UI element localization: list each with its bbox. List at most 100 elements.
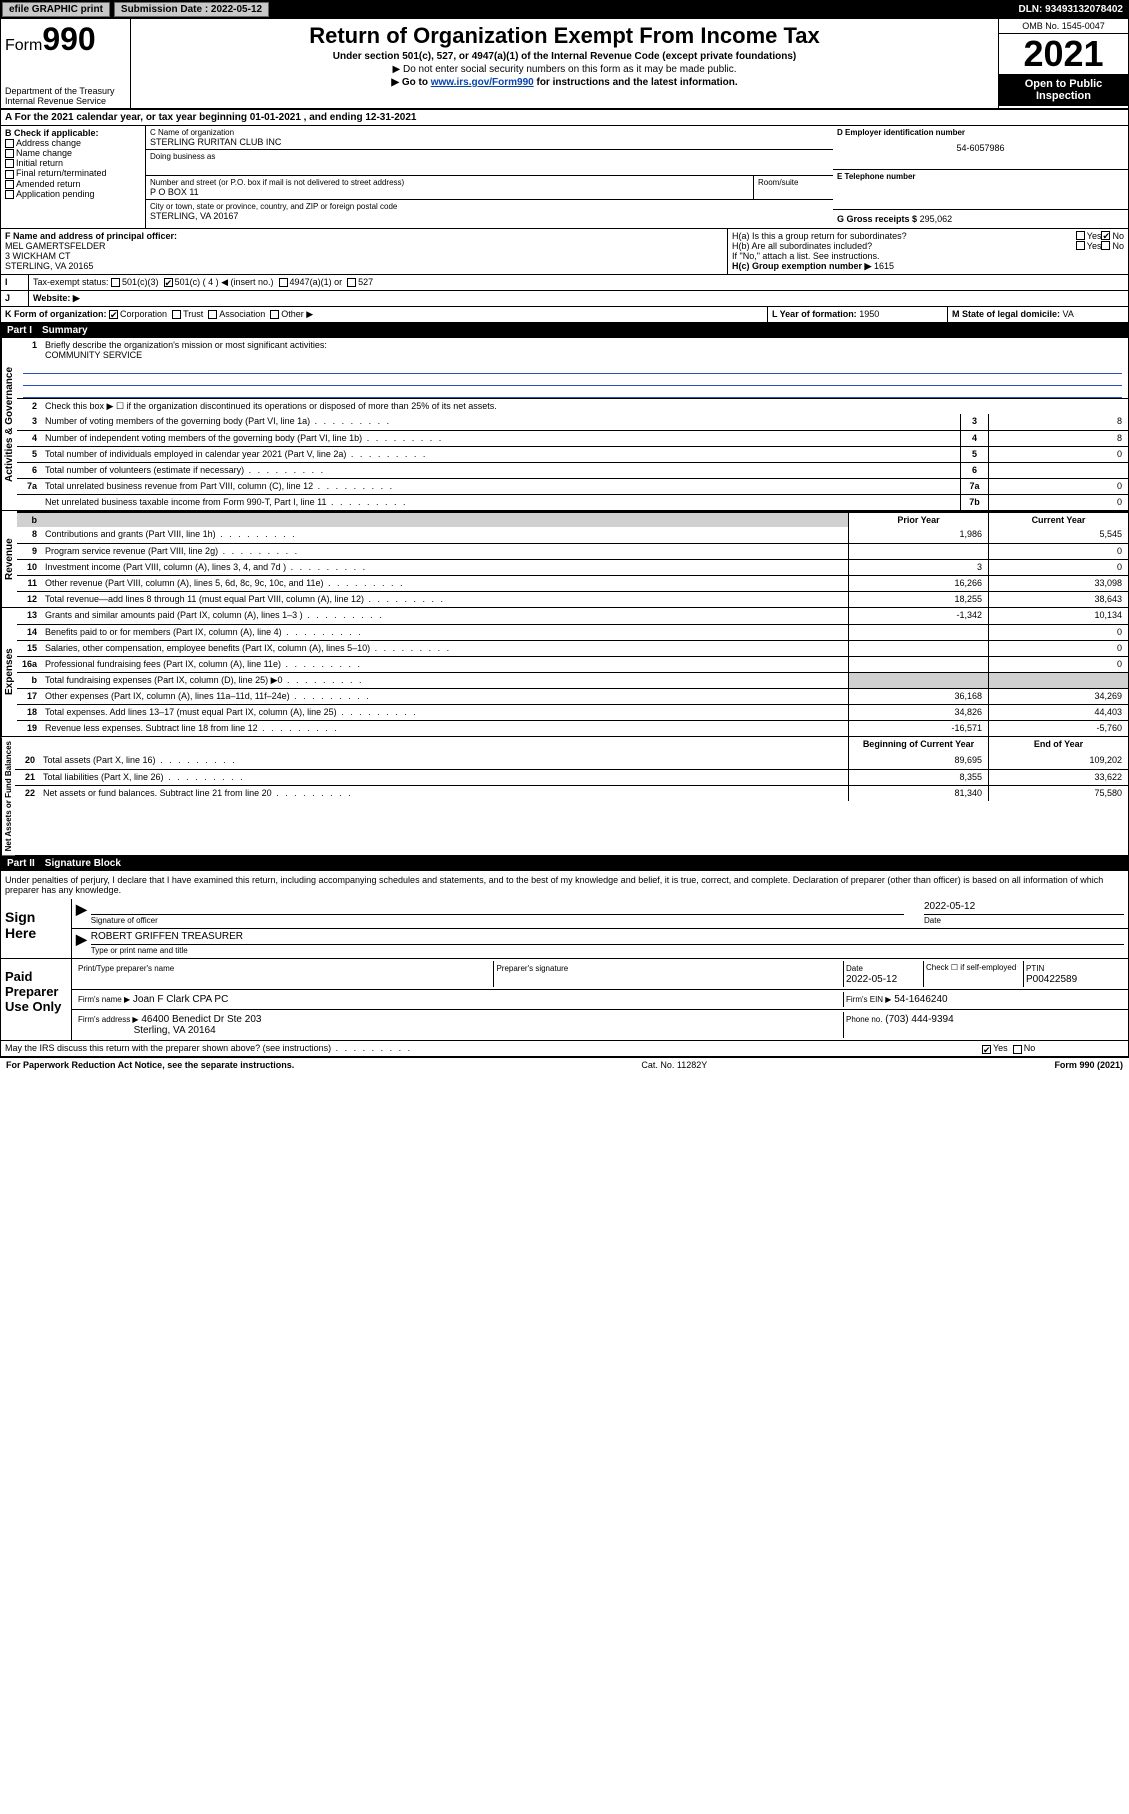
header-mid: Return of Organization Exempt From Incom… bbox=[131, 19, 998, 108]
part-ii-num: Part II bbox=[7, 858, 35, 869]
form-subtitle: Under section 501(c), 527, or 4947(a)(1)… bbox=[135, 51, 994, 62]
efile-print-button[interactable]: efile GRAPHIC print bbox=[2, 2, 110, 17]
line-box: 3 bbox=[960, 414, 988, 430]
hc-value: 1615 bbox=[874, 261, 894, 271]
prior-value: 81,340 bbox=[848, 786, 988, 801]
prep-name-label: Print/Type preparer's name bbox=[78, 964, 174, 973]
form-990-page: Form990 Department of the Treasury Inter… bbox=[0, 18, 1129, 1058]
cb-amended: Amended return bbox=[5, 179, 141, 189]
current-year-header: Current Year bbox=[988, 513, 1128, 527]
line-value: 8 bbox=[988, 414, 1128, 430]
net-side-label: Net Assets or Fund Balances bbox=[1, 737, 15, 855]
klm-row: K Form of organization: Corporation Trus… bbox=[1, 307, 1128, 323]
netassets-section: Net Assets or Fund Balances Beginning of… bbox=[1, 737, 1128, 856]
summary-line: 14 Benefits paid to or for members (Part… bbox=[17, 624, 1128, 640]
dba-label: Doing business as bbox=[150, 152, 829, 161]
discuss-row: May the IRS discuss this return with the… bbox=[1, 1041, 1128, 1056]
line-text: Net unrelated business taxable income fr… bbox=[41, 495, 960, 510]
line-text: Total revenue—add lines 8 through 11 (mu… bbox=[41, 592, 848, 607]
sign-here-block: Sign Here ▶ Signature of officer 2022-05… bbox=[1, 899, 1128, 959]
arrow-icon: ▶ bbox=[76, 901, 87, 926]
summary-line: 19 Revenue less expenses. Subtract line … bbox=[17, 720, 1128, 736]
current-value: 75,580 bbox=[988, 786, 1128, 801]
firm-phone: (703) 444-9394 bbox=[885, 1014, 953, 1025]
summary-line: 8 Contributions and grants (Part VIII, l… bbox=[17, 527, 1128, 543]
prior-value: 16,266 bbox=[848, 576, 988, 591]
rev-side-label: Revenue bbox=[1, 511, 17, 607]
begin-year-header: Beginning of Current Year bbox=[848, 737, 988, 753]
city-value: STERLING, VA 20167 bbox=[150, 211, 829, 221]
line-value: 0 bbox=[988, 495, 1128, 510]
note-pre: ▶ Go to bbox=[391, 77, 430, 88]
declaration-text: Under penalties of perjury, I declare th… bbox=[1, 871, 1128, 899]
website-row: J Website: ▶ bbox=[1, 291, 1128, 307]
summary-line: 10 Investment income (Part VIII, column … bbox=[17, 559, 1128, 575]
line-box: 5 bbox=[960, 447, 988, 462]
summary-line: 6 Total number of volunteers (estimate i… bbox=[17, 462, 1128, 478]
prior-value: 36,168 bbox=[848, 689, 988, 704]
line-box: 7b bbox=[960, 495, 988, 510]
summary-line: 18 Total expenses. Add lines 13–17 (must… bbox=[17, 704, 1128, 720]
current-value: 5,545 bbox=[988, 527, 1128, 543]
summary-line: 9 Program service revenue (Part VIII, li… bbox=[17, 543, 1128, 559]
line-box: 4 bbox=[960, 431, 988, 446]
firm-addr2: Sterling, VA 20164 bbox=[134, 1025, 216, 1036]
prior-value: 18,255 bbox=[848, 592, 988, 607]
officer-name: MEL GAMERTSFELDER bbox=[5, 241, 723, 251]
irs-form990-link[interactable]: www.irs.gov/Form990 bbox=[431, 77, 534, 88]
cb-pending: Application pending bbox=[5, 189, 141, 199]
mission-line-rule bbox=[23, 374, 1122, 386]
line-text: Grants and similar amounts paid (Part IX… bbox=[41, 608, 848, 624]
governance-section: Activities & Governance 1Briefly describ… bbox=[1, 338, 1128, 511]
prior-value bbox=[848, 641, 988, 656]
box-h: H(a) Is this a group return for subordin… bbox=[728, 229, 1128, 274]
box-k: K Form of organization: Corporation Trus… bbox=[1, 307, 768, 322]
box-b: B Check if applicable: Address change Na… bbox=[1, 126, 146, 228]
date-label: Date bbox=[924, 916, 941, 925]
paid-preparer-block: Paid Preparer Use Only Print/Type prepar… bbox=[1, 959, 1128, 1041]
prior-value: -1,342 bbox=[848, 608, 988, 624]
box-c: C Name of organization STERLING RURITAN … bbox=[146, 126, 833, 228]
line-text: Other expenses (Part IX, column (A), lin… bbox=[41, 689, 848, 704]
line-text: Total unrelated business revenue from Pa… bbox=[41, 479, 960, 494]
summary-line: 21 Total liabilities (Part X, line 26) 8… bbox=[15, 769, 1128, 785]
box-l: L Year of formation: 1950 bbox=[768, 307, 948, 322]
part-ii-header: Part II Signature Block bbox=[1, 856, 1128, 871]
note-ssn: ▶ Do not enter social security numbers o… bbox=[135, 64, 994, 75]
end-year-header: End of Year bbox=[988, 737, 1128, 753]
box-m: M State of legal domicile: VA bbox=[948, 307, 1128, 322]
current-value: 10,134 bbox=[988, 608, 1128, 624]
submission-date-button[interactable]: Submission Date : 2022-05-12 bbox=[114, 2, 269, 17]
line-text: Total assets (Part X, line 16) bbox=[39, 753, 848, 769]
line-text: Benefits paid to or for members (Part IX… bbox=[41, 625, 848, 640]
form-ref: Form 990 (2021) bbox=[1054, 1060, 1123, 1070]
city-label: City or town, state or province, country… bbox=[150, 202, 829, 211]
current-value: 0 bbox=[988, 560, 1128, 575]
line-text: Revenue less expenses. Subtract line 18 … bbox=[41, 721, 848, 736]
sig-date: 2022-05-12 bbox=[924, 901, 1124, 915]
summary-line: 4 Number of independent voting members o… bbox=[17, 430, 1128, 446]
part-i-title: Summary bbox=[42, 325, 88, 336]
summary-line: 17 Other expenses (Part IX, column (A), … bbox=[17, 688, 1128, 704]
line-text: Total expenses. Add lines 13–17 (must eq… bbox=[41, 705, 848, 720]
cb-final: Final return/terminated bbox=[5, 168, 141, 178]
line-2-text: Check this box ▶ ☐ if the organization d… bbox=[41, 399, 1128, 414]
summary-line: 16a Professional fundraising fees (Part … bbox=[17, 656, 1128, 672]
gov-side-label: Activities & Governance bbox=[1, 338, 17, 510]
check-self-employed: Check ☐ if self-employed bbox=[924, 961, 1024, 987]
current-value: -5,760 bbox=[988, 721, 1128, 736]
officer-label: F Name and address of principal officer: bbox=[5, 231, 723, 241]
org-name: STERLING RURITAN CLUB INC bbox=[150, 137, 829, 147]
line-value: 0 bbox=[988, 447, 1128, 462]
file-header-bar: efile GRAPHIC print Submission Date : 20… bbox=[0, 0, 1129, 18]
form-header: Form990 Department of the Treasury Inter… bbox=[1, 19, 1128, 110]
mission-line-rule bbox=[23, 362, 1122, 374]
mission-line-rule bbox=[23, 386, 1122, 398]
tax-year: 2021 bbox=[999, 34, 1128, 74]
header-left: Form990 Department of the Treasury Inter… bbox=[1, 19, 131, 108]
officer-printed: ROBERT GRIFFEN TREASURER bbox=[91, 931, 1124, 945]
irs-label: Internal Revenue Service bbox=[5, 96, 126, 106]
prior-value bbox=[848, 673, 988, 688]
gross-label: G Gross receipts $ bbox=[837, 214, 917, 224]
summary-line: Net unrelated business taxable income fr… bbox=[17, 494, 1128, 510]
